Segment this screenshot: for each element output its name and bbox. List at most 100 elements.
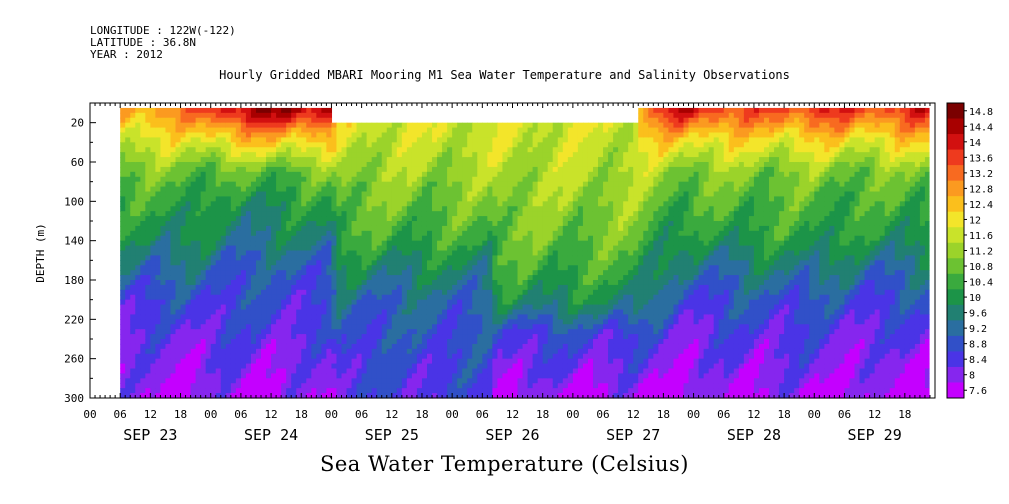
heatmap-cell — [271, 225, 277, 232]
heatmap-cell — [190, 378, 197, 384]
heatmap-cell — [421, 383, 428, 389]
heatmap-cell — [125, 324, 131, 330]
heatmap-cell — [527, 314, 534, 320]
heatmap-cell — [130, 181, 136, 188]
heatmap-cell — [225, 211, 232, 217]
heatmap-cell — [261, 324, 267, 330]
heatmap-cell — [255, 289, 262, 296]
heatmap-cell — [286, 166, 292, 173]
heatmap-cell — [477, 221, 483, 227]
heatmap-cell — [442, 166, 448, 173]
heatmap-cell — [366, 329, 373, 335]
heatmap-cell — [220, 142, 227, 148]
heatmap-cell — [426, 216, 433, 222]
heatmap-cell — [200, 235, 207, 242]
heatmap-cell — [245, 186, 252, 193]
heatmap-cell — [552, 240, 559, 247]
heatmap-cell — [150, 157, 156, 163]
heatmap-cell — [200, 353, 207, 360]
heatmap-cell — [527, 240, 534, 247]
heatmap-cell — [170, 343, 177, 350]
heatmap-cell — [547, 230, 554, 237]
heatmap-cell — [472, 132, 478, 139]
heatmap-cell — [155, 142, 162, 148]
heatmap-cell — [195, 378, 202, 384]
heatmap-cell — [235, 284, 242, 291]
heatmap-cell — [497, 186, 504, 193]
heatmap-cell — [225, 152, 232, 158]
heatmap-cell — [426, 334, 433, 340]
heatmap-cell — [165, 343, 172, 350]
heatmap-cell — [210, 206, 217, 212]
heatmap-cell — [406, 127, 413, 134]
heatmap-cell — [492, 378, 499, 384]
heatmap-cell — [210, 186, 217, 193]
heatmap-cell — [306, 265, 312, 271]
heatmap-cell — [140, 319, 146, 325]
heatmap-cell — [230, 201, 237, 207]
heatmap-cell — [296, 142, 302, 148]
heatmap-cell — [527, 343, 534, 350]
heatmap-cell — [492, 304, 499, 311]
heatmap-cell — [311, 166, 317, 173]
heatmap-cell — [301, 181, 307, 188]
heatmap-cell — [125, 127, 131, 134]
heatmap-cell — [125, 294, 131, 301]
heatmap-cell — [532, 304, 539, 311]
heatmap-cell — [210, 250, 217, 257]
heatmap-cell — [266, 383, 272, 389]
heatmap-cell — [240, 176, 247, 183]
heatmap-cell — [195, 309, 202, 316]
heatmap-cell — [527, 260, 534, 266]
heatmap-cell — [261, 171, 267, 178]
heatmap-cell — [552, 363, 559, 370]
heatmap-cell — [220, 166, 227, 173]
heatmap-cell — [432, 339, 438, 345]
heatmap-cell — [306, 284, 312, 291]
heatmap-cell — [135, 191, 141, 198]
heatmap-cell — [411, 196, 418, 202]
heatmap-cell — [512, 211, 519, 217]
heatmap-cell — [150, 147, 156, 153]
heatmap-cell — [185, 166, 192, 173]
heatmap-cell — [245, 132, 252, 139]
heatmap-cell — [411, 388, 418, 394]
heatmap-cell — [401, 127, 408, 134]
heatmap-cell — [130, 260, 136, 266]
heatmap-cell — [266, 176, 272, 183]
heatmap-cell — [376, 324, 383, 330]
heatmap-cell — [266, 142, 272, 148]
heatmap-cell — [517, 137, 524, 143]
heatmap-cell — [477, 260, 483, 266]
heatmap-cell — [316, 162, 322, 168]
heatmap-cell — [160, 201, 167, 207]
heatmap-cell — [321, 294, 327, 301]
heatmap-cell — [371, 275, 378, 281]
heatmap-cell — [125, 142, 131, 148]
heatmap-cell — [276, 201, 282, 207]
heatmap-cell — [336, 196, 343, 202]
heatmap-cell — [306, 171, 312, 178]
heatmap-cell — [120, 147, 126, 153]
heatmap-cell — [160, 132, 167, 139]
heatmap-cell — [442, 211, 448, 217]
heatmap-cell — [311, 260, 317, 266]
heatmap-cell — [411, 373, 418, 379]
heatmap-cell — [507, 329, 514, 335]
heatmap-cell — [160, 181, 167, 188]
heatmap-cell — [301, 329, 307, 335]
heatmap-cell — [396, 363, 403, 370]
heatmap-cell — [160, 166, 167, 173]
heatmap-cell — [190, 329, 197, 335]
heatmap-cell — [190, 289, 197, 296]
heatmap-cell — [361, 348, 368, 355]
heatmap-cell — [301, 162, 307, 168]
heatmap-cell — [261, 181, 267, 188]
heatmap-cell — [245, 162, 252, 168]
heatmap-cell — [381, 265, 388, 271]
heatmap-cell — [306, 186, 312, 193]
heatmap-cell — [477, 230, 483, 237]
heatmap-cell — [426, 147, 433, 153]
heatmap-cell — [477, 201, 483, 207]
heatmap-cell — [346, 358, 353, 365]
